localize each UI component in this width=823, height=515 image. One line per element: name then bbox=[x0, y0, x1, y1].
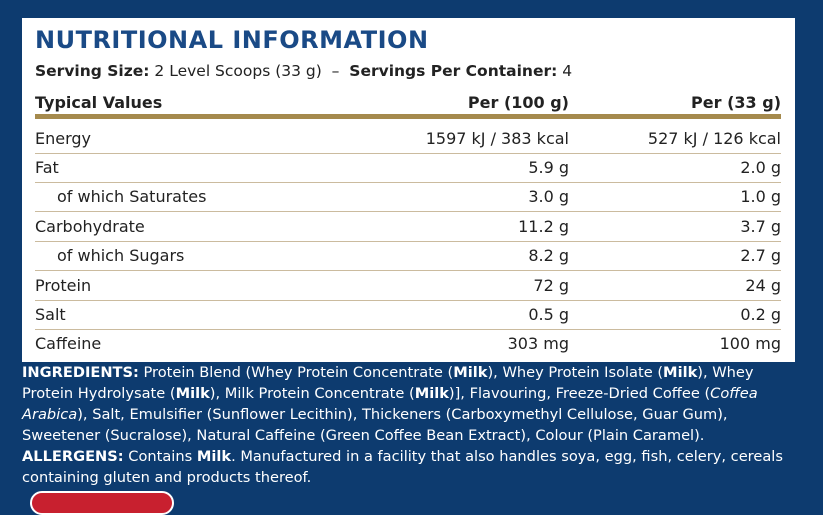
cell: 100 mg bbox=[719, 334, 781, 353]
serving-label: Serving Size: bbox=[35, 62, 150, 80]
cell: Energy bbox=[35, 129, 92, 148]
cell: of which Saturates bbox=[57, 187, 207, 206]
species: Coffea Arabica bbox=[22, 385, 758, 423]
cell: 5.9 g bbox=[528, 158, 569, 177]
column-header: Per (33 g) bbox=[691, 93, 781, 112]
cell: Carbohydrate bbox=[35, 217, 145, 236]
text: Protein Blend (Whey Protein Concentrate … bbox=[138, 364, 454, 381]
text: . Manufactured in a facility that also h… bbox=[22, 448, 783, 486]
allergen: Milk bbox=[663, 364, 698, 381]
table-row: of which Sugars 8.2 g 2.7 g bbox=[35, 241, 781, 271]
table-row: Caffeine 303 mg 100 mg bbox=[35, 329, 781, 358]
badge-decoration bbox=[30, 491, 174, 515]
separator: – bbox=[331, 62, 340, 80]
text: Contains bbox=[123, 448, 197, 465]
ingredients-label: INGREDIENTS: bbox=[22, 364, 139, 381]
cell: 1.0 g bbox=[740, 187, 781, 206]
table-row: Salt 0.5 g 0.2 g bbox=[35, 300, 781, 330]
allergen: Milk bbox=[414, 385, 449, 402]
cell: 2.0 g bbox=[740, 158, 781, 177]
cell: 1597 kJ / 383 kcal bbox=[425, 129, 569, 148]
servings-label: Servings Per Container: bbox=[349, 62, 558, 80]
cell: 0.5 g bbox=[528, 305, 569, 324]
nutrition-panel: NUTRITIONAL INFORMATION Serving Size: 2 … bbox=[22, 18, 795, 362]
cell: 3.0 g bbox=[528, 187, 569, 206]
cell: Protein bbox=[35, 276, 92, 295]
header-row: Typical Values Per (100 g) Per (33 g) bbox=[35, 88, 781, 119]
column-header: Per (100 g) bbox=[467, 93, 569, 112]
title: NUTRITIONAL INFORMATION bbox=[35, 26, 429, 54]
table-row: Fat 5.9 g 2.0 g bbox=[35, 153, 781, 183]
table-row: Protein 72 g 24 g bbox=[35, 271, 781, 301]
table-row: Energy 1597 kJ / 383 kcal 527 kJ / 126 kca… bbox=[35, 124, 781, 154]
servings-value: 4 bbox=[562, 62, 573, 80]
cell: Caffeine bbox=[35, 334, 102, 353]
cell: 2.7 g bbox=[740, 246, 781, 265]
serving-value: 2 Level Scoops (33 g) bbox=[154, 62, 322, 80]
text: ), Milk Protein Concentrate ( bbox=[209, 385, 415, 402]
allergen: Milk bbox=[196, 448, 232, 465]
cell: 11.2 g bbox=[518, 217, 569, 236]
cell: 527 kJ / 126 kcal bbox=[647, 129, 781, 148]
text: ), Whey Protein Isolate ( bbox=[487, 364, 664, 381]
column-header: Typical Values bbox=[35, 93, 163, 112]
cell: Salt bbox=[35, 305, 66, 324]
cell: of which Sugars bbox=[57, 246, 185, 265]
text: ), Whey Protein Hydrolysate ( bbox=[22, 364, 754, 402]
page: NUTRITIONAL INFORMATION Serving Size: 2 … bbox=[22, 18, 797, 515]
table-row: Carbohydrate 11.2 g 3.7 g bbox=[35, 212, 781, 242]
cell: 0.2 g bbox=[740, 305, 781, 324]
ingredients: INGREDIENTS: Protein Blend (Whey Protein… bbox=[22, 362, 797, 488]
table-row: of which Saturates 3.0 g 1.0 g bbox=[35, 182, 781, 212]
allergen: Milk bbox=[453, 364, 488, 381]
cell: 8.2 g bbox=[528, 246, 569, 265]
cell: Fat bbox=[35, 158, 59, 177]
cell: 3.7 g bbox=[740, 217, 781, 236]
cell: 303 mg bbox=[507, 334, 569, 353]
cell: 24 g bbox=[745, 276, 781, 295]
allergen: Milk bbox=[175, 385, 210, 402]
text: ), Salt, Emulsifier (Sunflower Lecithin)… bbox=[22, 406, 728, 444]
text: )], Flavouring, Freeze-Dried Coffee ( bbox=[448, 385, 711, 402]
serving-info: Serving Size: 2 Level Scoops (33 g) – Se… bbox=[35, 62, 572, 80]
cell: 72 g bbox=[533, 276, 569, 295]
allergens-label: ALLERGENS: bbox=[22, 448, 124, 465]
